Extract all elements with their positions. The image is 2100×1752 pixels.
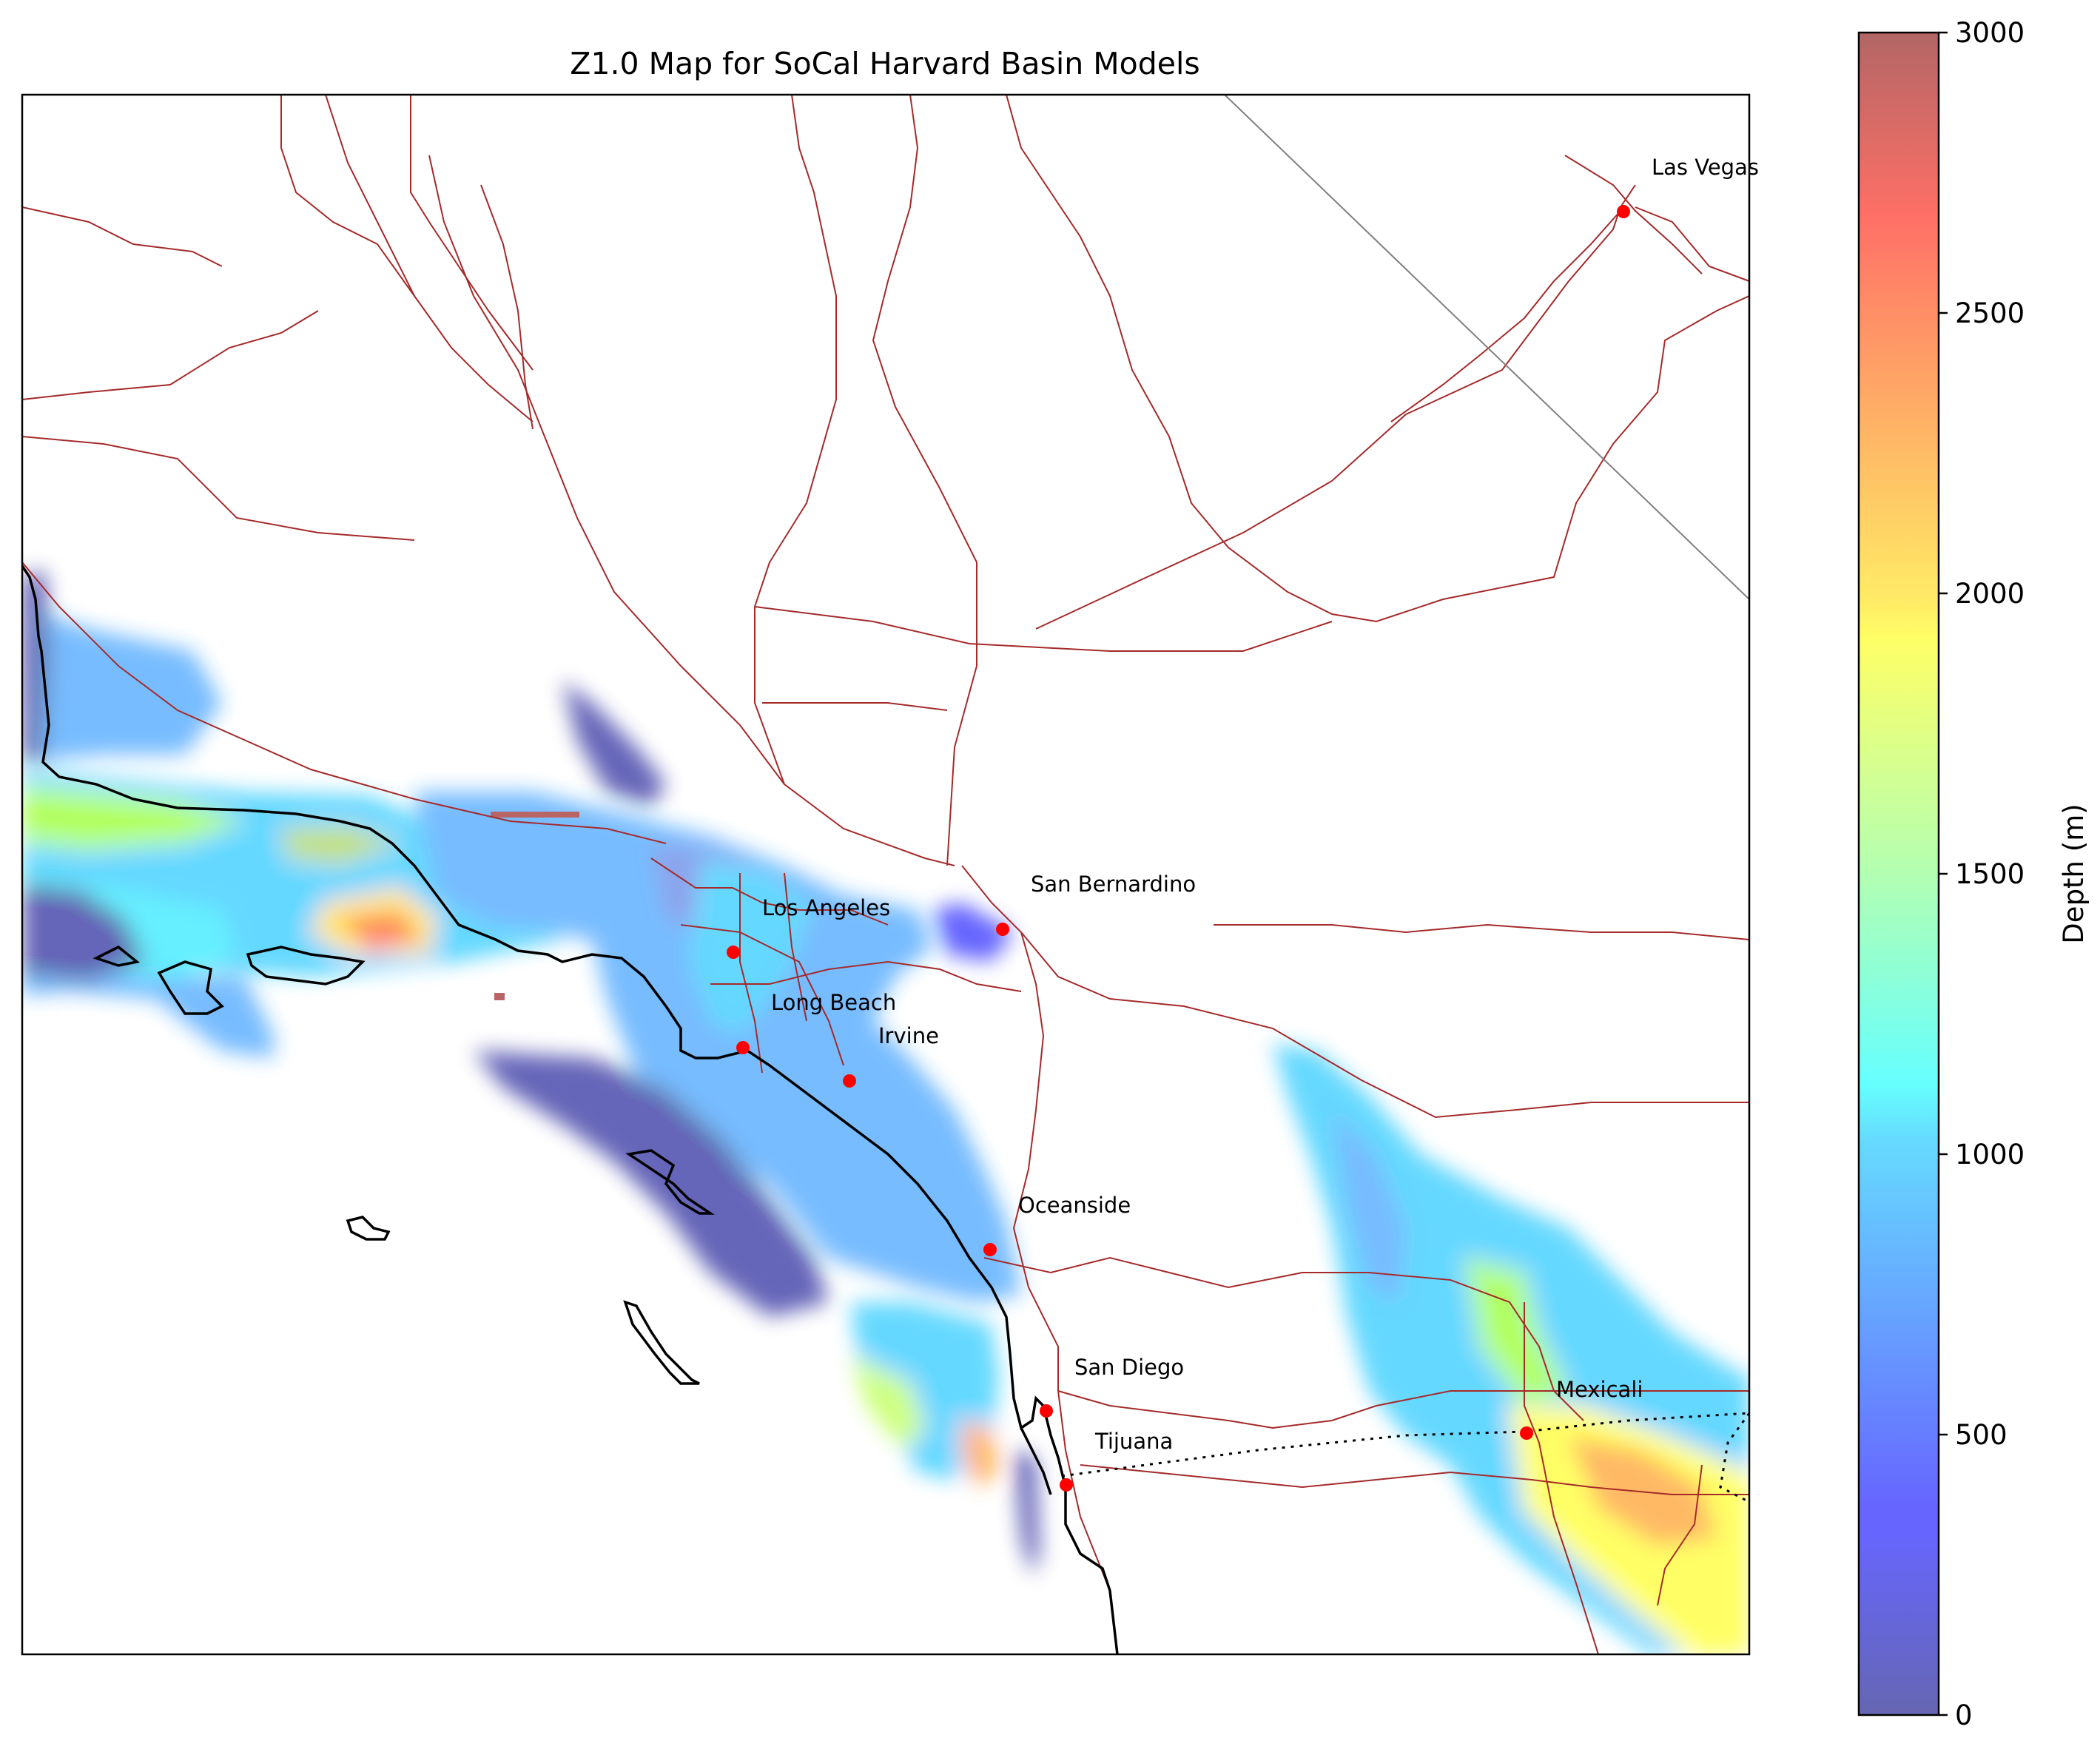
colorbar-tick-label: 2000 <box>1955 578 2025 610</box>
map-title: Z1.0 Map for SoCal Harvard Basin Models <box>570 46 1199 81</box>
colorbar-tick-label: 0 <box>1955 1699 1973 1731</box>
colorbar-tick-label: 1500 <box>1955 858 2025 890</box>
map-frame <box>21 93 1751 1656</box>
colorbar-gradient <box>1859 33 1939 1715</box>
city-layer: Las Vegas San Bernardino Los Angeles Lon… <box>727 155 1759 1492</box>
colorbar-ticks: 0 500 1000 1500 2000 2500 3000 <box>1939 17 2025 1731</box>
city-label-tijuana: Tijuana <box>1094 1429 1173 1454</box>
city-marker-oceanside[interactable] <box>983 1243 997 1256</box>
city-marker-mexicali[interactable] <box>1520 1426 1533 1440</box>
colorbar-tick-label: 500 <box>1955 1419 2008 1451</box>
city-marker-los-angeles[interactable] <box>727 946 740 959</box>
city-marker-irvine[interactable] <box>843 1074 856 1088</box>
colorbar-tick-label: 1000 <box>1955 1139 2025 1170</box>
city-label-mexicali: Mexicali <box>1556 1377 1643 1402</box>
city-marker-san-bernardino[interactable] <box>996 923 1009 936</box>
map-area <box>22 95 1749 1654</box>
basin-depth-raster <box>22 570 1749 1654</box>
city-marker-long-beach[interactable] <box>736 1041 750 1054</box>
state-border-line <box>1224 95 1749 600</box>
city-marker-tijuana[interactable] <box>1060 1478 1073 1492</box>
city-label-long-beach: Long Beach <box>771 990 896 1015</box>
city-marker-las-vegas[interactable] <box>1617 205 1630 218</box>
city-label-san-bernardino: San Bernardino <box>1031 872 1196 897</box>
colorbar-label: Depth (m) <box>2058 803 2090 943</box>
city-label-irvine: Irvine <box>878 1023 939 1048</box>
gulf-border <box>1719 1412 1749 1503</box>
city-label-oceanside: Oceanside <box>1018 1193 1131 1218</box>
city-label-los-angeles: Los Angeles <box>762 895 890 920</box>
city-label-las-vegas: Las Vegas <box>1652 155 1759 180</box>
colorbar-tick-label: 2500 <box>1955 297 2025 329</box>
colorbar-tick-label: 3000 <box>1955 17 2025 49</box>
road-network <box>22 95 1749 1654</box>
city-label-san-diego: San Diego <box>1074 1355 1184 1380</box>
coastline <box>22 565 1119 1654</box>
colorbar: 0 500 1000 1500 2000 2500 3000 Depth (m) <box>1857 17 2090 1731</box>
city-marker-san-diego[interactable] <box>1040 1404 1053 1418</box>
